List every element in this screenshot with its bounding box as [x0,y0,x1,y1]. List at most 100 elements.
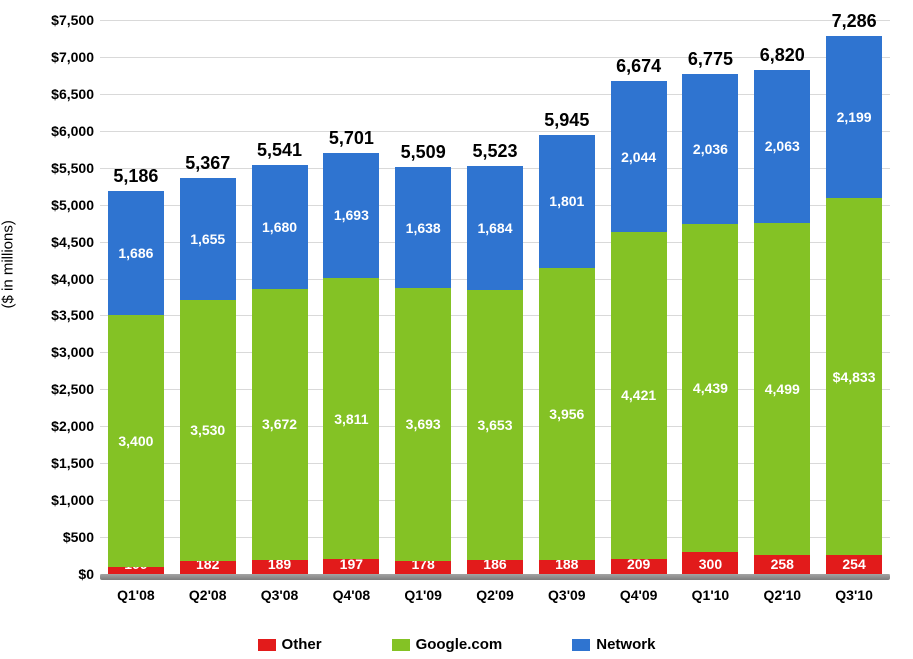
bar-segment-network: 1,655 [180,178,236,300]
segment-value-label: 3,530 [190,422,225,438]
y-tick-label: $5,500 [38,160,94,176]
segment-value-label: 2,199 [837,109,872,125]
bar-segment-other: 182 [180,561,236,574]
legend-swatch [572,639,590,651]
bar-segment-other: 186 [467,560,523,574]
y-tick-label: $5,000 [38,197,94,213]
segment-value-label: 1,680 [262,219,297,235]
y-tick-label: $6,500 [38,86,94,102]
segment-value-label: 3,811 [334,411,368,427]
segment-value-label: 4,439 [693,380,728,396]
x-tick-label: Q3'08 [244,587,316,603]
bar-segment-network: 2,199 [826,36,882,198]
bar-total-label: 6,820 [754,45,810,66]
bar-segment-other: 178 [395,561,451,574]
segment-value-label: 3,693 [406,416,441,432]
segment-value-label: 1,684 [477,220,512,236]
bar-segment-network: 1,693 [323,153,379,278]
y-tick-label: $500 [38,529,94,545]
x-tick-label: Q2'08 [172,587,244,603]
y-tick-label: $0 [38,566,94,582]
bar-segment-google: 4,439 [682,224,738,552]
y-tick-label: $6,000 [38,123,94,139]
segment-value-label: 3,653 [477,417,512,433]
bar-segment-network: 2,063 [754,70,810,222]
bar-total-label: 5,509 [395,142,451,163]
bar-group: 1823,5301,6555,367 [180,178,236,574]
y-tick-label: $7,500 [38,12,94,28]
legend-item: Network [572,636,655,653]
segment-value-label: 3,672 [262,416,297,432]
bar-segment-google: 3,653 [467,290,523,560]
bar-segment-google: 4,499 [754,223,810,555]
bar-segment-other: 254 [826,555,882,574]
bar-segment-network: 1,686 [108,191,164,316]
bar-segment-google: 3,530 [180,300,236,561]
y-axis-label: ($ in millions) [0,220,17,308]
bar-total-label: 5,541 [252,140,308,161]
segment-value-label: 1,655 [190,231,225,247]
segment-value-label: 4,421 [621,387,656,403]
x-tick-label: Q4'09 [603,587,675,603]
bar-segment-network: 1,801 [539,135,595,268]
segment-value-label: 1,638 [406,220,441,236]
segment-value-label: 3,956 [549,406,584,422]
bar-total-label: 5,523 [467,141,523,162]
y-tick-label: $4,500 [38,234,94,250]
segment-value-label: 258 [771,556,794,572]
x-tick-label: Q2'09 [459,587,531,603]
x-tick-label: Q3'09 [531,587,603,603]
segment-value-label: 3,400 [118,433,153,449]
y-tick-label: $1,000 [38,492,94,508]
y-tick-label: $4,000 [38,271,94,287]
bar-segment-other: 189 [252,560,308,574]
legend-label: Google.com [416,636,503,653]
bar-group: 2584,4992,0636,820 [754,70,810,574]
bar-segment-other: 100 [108,567,164,574]
bar-segment-network: 2,044 [611,81,667,232]
legend-swatch [258,639,276,651]
bars-layer: 1003,4001,6865,1861823,5301,6555,3671893… [100,20,890,580]
bar-total-label: 5,701 [323,128,379,149]
segment-value-label: 4,499 [765,381,800,397]
x-tick-label: Q3'10 [818,587,890,603]
bar-group: 254$4,8332,1997,286 [826,36,882,574]
bar-segment-network: 2,036 [682,74,738,224]
bar-segment-network: 1,638 [395,167,451,288]
bar-group: 2094,4212,0446,674 [611,81,667,574]
segment-value-label: 2,036 [693,141,728,157]
bar-segment-google: 3,956 [539,268,595,560]
segment-value-label: 300 [699,556,722,572]
segment-value-label: 1,693 [334,207,369,223]
x-tick-label: Q4'08 [315,587,387,603]
y-tick-label: $1,500 [38,455,94,471]
legend-item: Google.com [392,636,503,653]
bar-group: 1893,6721,6805,541 [252,165,308,574]
bar-segment-network: 1,684 [467,166,523,290]
bar-segment-other: 300 [682,552,738,574]
segment-value-label: 1,801 [549,193,584,209]
bar-group: 1003,4001,6865,186 [108,191,164,574]
bar-segment-google: 3,811 [323,278,379,560]
bar-segment-other: 209 [611,559,667,574]
y-tick-label: $2,500 [38,381,94,397]
bar-group: 1863,6531,6845,523 [467,166,523,574]
x-tick-label: Q1'09 [387,587,459,603]
bar-segment-google: $4,833 [826,198,882,555]
segment-value-label: 2,044 [621,149,656,165]
segment-value-label: 254 [842,556,865,572]
bar-segment-other: 188 [539,560,595,574]
bar-total-label: 6,775 [682,49,738,70]
bar-total-label: 5,367 [180,153,236,174]
x-tick-label: Q1'10 [675,587,747,603]
y-tick-label: $7,000 [38,49,94,65]
bar-group: 1973,8111,6935,701 [323,153,379,574]
bar-total-label: 5,945 [539,110,595,131]
revenue-chart: ($ in millions) 1003,4001,6865,1861823,5… [0,0,913,659]
segment-value-label: $4,833 [833,369,876,385]
bar-segment-google: 4,421 [611,232,667,559]
plot-area: 1003,4001,6865,1861823,5301,6555,3671893… [100,20,890,580]
bar-total-label: 6,674 [611,56,667,77]
legend-label: Other [282,636,322,653]
x-tick-label: Q2'10 [746,587,818,603]
